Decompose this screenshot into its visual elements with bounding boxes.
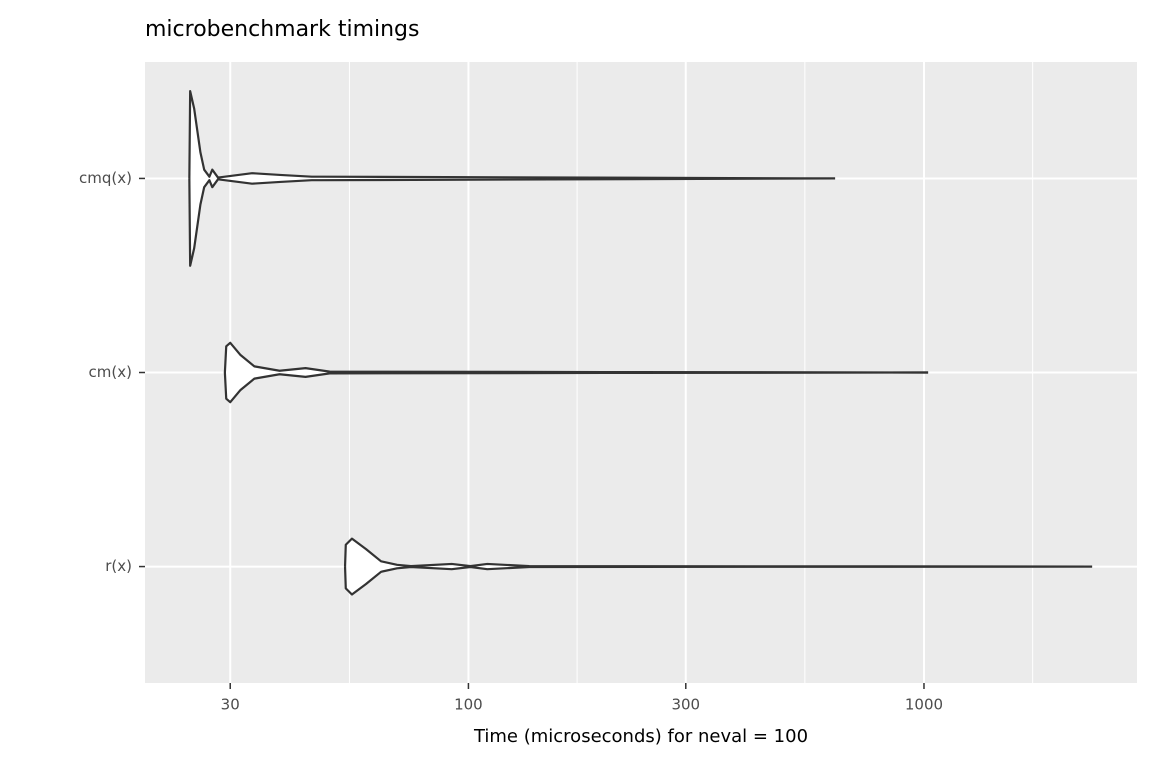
chart-title: microbenchmark timings — [145, 17, 419, 42]
y-tick-label: cm(x) — [89, 363, 132, 381]
x-tick-label: 100 — [454, 696, 483, 714]
x-tick-label: 1000 — [905, 696, 943, 714]
x-tick-label: 300 — [671, 696, 700, 714]
violin-lower — [188, 177, 836, 267]
violin-lower — [343, 565, 1093, 596]
y-tick-label: cmq(x) — [79, 169, 132, 187]
y-tick-label: r(x) — [105, 557, 132, 575]
violin-upper — [223, 341, 929, 374]
violin-upper — [188, 90, 836, 180]
violin-lower — [223, 371, 929, 404]
violin-upper — [343, 537, 1093, 568]
x-axis-title: Time (microseconds) for neval = 100 — [473, 726, 808, 747]
x-tick-label: 30 — [221, 696, 240, 714]
